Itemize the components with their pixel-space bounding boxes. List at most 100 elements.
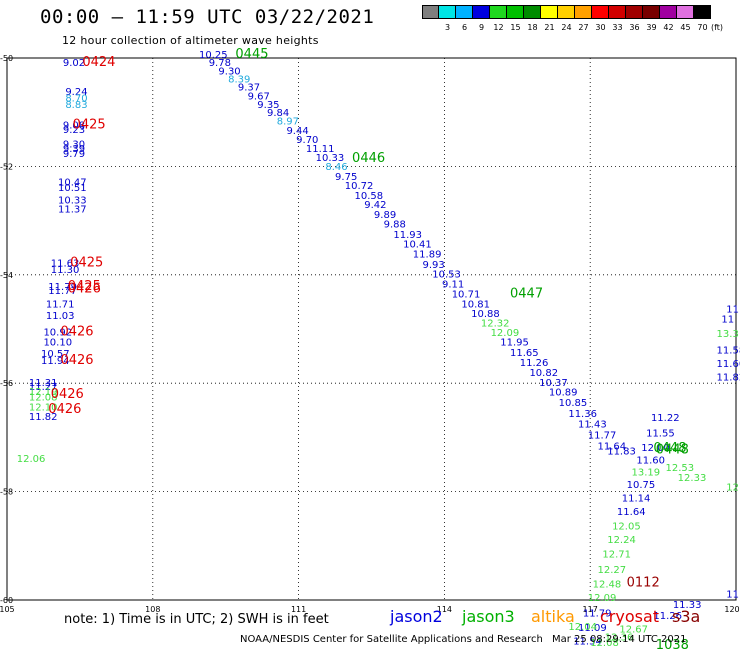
wave-height-value: 9.23 (63, 125, 85, 136)
wave-height-value: 9.11 (442, 279, 464, 290)
wave-height-value: 11 (721, 314, 734, 325)
wave-height-value: 10.47 (58, 177, 87, 188)
wave-height-value: 10.58 (354, 191, 383, 202)
wave-height-value: 10.41 (403, 240, 432, 251)
wave-height-value: 9.78 (209, 58, 231, 69)
colorbar-swatch (456, 5, 473, 19)
colorbar-swatch (575, 5, 592, 19)
colorbar-tick-label: 33 (612, 23, 623, 32)
wave-height-value: 8.46 (325, 162, 347, 173)
mission-legend-item: cryosat (600, 607, 660, 626)
wave-height-value: 11.79 (48, 282, 77, 293)
wave-height-value: 11.79 (583, 608, 612, 619)
wave-height-value: 12.08 (29, 393, 58, 404)
longitude-tick-label: 120 (724, 605, 739, 614)
colorbar-swatch (541, 5, 558, 19)
wave-height-value: 11.82 (717, 372, 740, 383)
colorbar-frame (422, 5, 711, 19)
wave-height-value: 9.84 (267, 108, 289, 119)
wave-height-value: 11.60 (636, 455, 665, 466)
pass-time-label: 0112 (627, 575, 660, 590)
wave-height-value: 11.36 (568, 409, 597, 420)
wave-height-value: 12.36 (605, 633, 634, 644)
wave-height-value: 11.63 (51, 259, 80, 270)
wave-height-value: 11.26 (520, 358, 549, 369)
colorbar-tick-label: 45 (680, 23, 691, 32)
colorbar-tick-label: 27 (578, 23, 589, 32)
chart-title: 00:00 – 11:59 UTC 03/22/2021 (40, 6, 375, 28)
wave-height-value: 10.85 (559, 398, 588, 409)
mission-legend-item: altika (531, 607, 575, 626)
wave-height-value: 11.31 (29, 378, 58, 389)
wave-height-value: 9.67 (248, 92, 270, 103)
wave-height-value: 8.97 (277, 117, 299, 128)
colorbar-tick-label: 18 (527, 23, 538, 32)
colorbar-swatch (660, 5, 677, 19)
wave-height-value: 12.32 (481, 318, 510, 329)
colorbar-swatch (422, 5, 439, 19)
wave-height-value: 9.75 (335, 172, 357, 183)
colorbar-swatch (558, 5, 575, 19)
colorbar-swatch (439, 5, 456, 19)
wave-height-value: 11.83 (607, 447, 636, 458)
wave-height-value: 12.48 (593, 580, 622, 591)
colorbar-swatch (609, 5, 626, 19)
wave-height-value: 11.77 (48, 286, 77, 297)
colorbar-tick-label: 12 (493, 23, 504, 32)
colorbar-tick-label: 70 (697, 23, 708, 32)
wave-height-value: 8.39 (228, 74, 250, 85)
wave-height-value: 13.3 (717, 329, 739, 340)
pass-time-label: 0424 (82, 55, 115, 70)
wave-height-value: 11.14 (622, 493, 651, 504)
wave-height-value: 9.08 (63, 120, 85, 131)
wave-height-value: 9.79 (63, 149, 85, 160)
colorbar-swatch (592, 5, 609, 19)
wave-height-value: 11.30 (51, 265, 80, 276)
pass-time-label: 0426 (51, 387, 84, 402)
pass-time-label: 0447 (510, 287, 543, 302)
wave-height-value: 11. (726, 589, 740, 600)
wave-height-value: 11.58 (717, 345, 740, 356)
wave-height-value: 9.24 (65, 87, 87, 98)
wave-height-value: 11.77 (588, 430, 617, 441)
latitude-tick-label: -58 (0, 488, 13, 497)
wave-height-value: 10.71 (452, 290, 481, 301)
wave-height-value: 9.30 (218, 66, 240, 77)
wave-height-value: 12.19 (29, 387, 58, 398)
colorbar-tick-label: 9 (478, 23, 485, 32)
wave-height-value: 11.03 (46, 311, 75, 322)
pass-time-label: 0446 (352, 151, 385, 166)
wave-height-value: 12.33 (678, 473, 707, 484)
colorbar-tick-label: 30 (595, 23, 606, 32)
wave-height-value: 8.83 (65, 100, 87, 111)
mission-legend-item: jason3 (462, 607, 515, 626)
wave-height-value: 12.04 (568, 622, 597, 633)
wave-height-value: 11.54 (573, 636, 602, 647)
colorbar-swatch (473, 5, 490, 19)
wave-height-value: 12.08 (590, 638, 619, 649)
mission-legend-item: jason2 (390, 607, 443, 626)
longitude-tick-label: 111 (291, 605, 306, 614)
mission-legend-item: s3a (672, 607, 701, 626)
colorbar-swatch (626, 5, 643, 19)
chart-subtitle: 12 hour collection of altimeter wave hei… (62, 34, 319, 47)
wave-height-value: 11.60 (717, 359, 740, 370)
wave-height-value: 9.70 (296, 135, 318, 146)
pass-time-label: 1038 (656, 638, 689, 650)
latitude-tick-label: -50 (0, 54, 13, 63)
wave-height-value: 8.70 (65, 93, 87, 104)
wave-height-value: 9.37 (238, 83, 260, 94)
wave-height-value: 10.10 (43, 337, 72, 348)
wave-height-value: 10.75 (627, 480, 656, 491)
wave-height-value: 11.26 (653, 611, 682, 622)
wave-height-value: 10.92 (43, 328, 72, 339)
wave-height-value: 10.72 (345, 181, 374, 192)
longitude-tick-label: 105 (0, 605, 15, 614)
wave-height-value: 10.33 (58, 195, 87, 206)
colorbar-swatch (490, 5, 507, 19)
pass-time-label: 0425 (73, 117, 106, 132)
wave-height-value: 11.65 (510, 348, 539, 359)
colorbar-unit: (ft) (710, 23, 724, 32)
colorbar-tick-label: 36 (629, 23, 640, 32)
wave-height-value: 10.37 (539, 378, 568, 389)
